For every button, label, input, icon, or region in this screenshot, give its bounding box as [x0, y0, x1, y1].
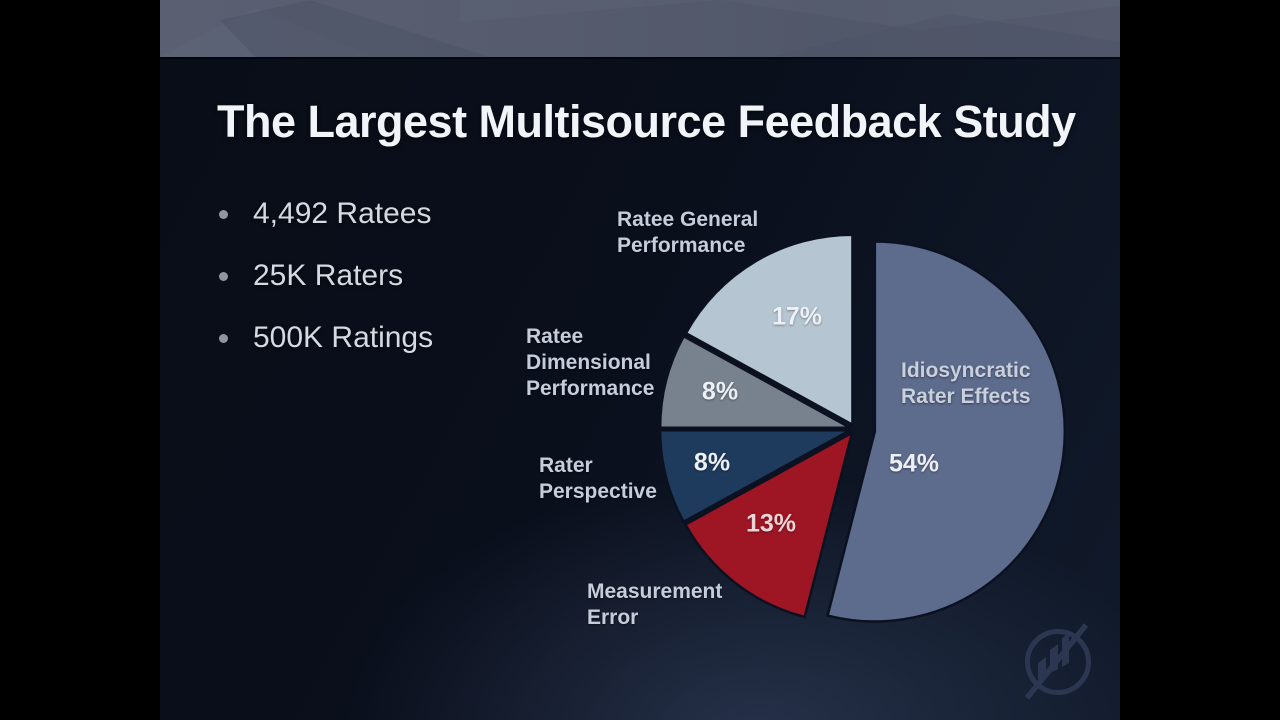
pie-label-idiosyncratic-rater-effects: Idiosyncratic Rater Effects — [901, 359, 1031, 408]
letterbox-right — [1120, 0, 1280, 720]
pie-value-idiosyncratic-rater-effects: 54% — [888, 449, 940, 478]
header-band-texture — [160, 0, 1120, 57]
bullet-item-ratees: 4,492 Ratees — [212, 196, 433, 231]
pie-value-measurement-error: 13% — [745, 509, 797, 538]
bullet-item-ratings: 500K Ratings — [212, 320, 433, 355]
slide-title: The Largest Multisource Feedback Study — [217, 96, 1076, 147]
pie-slice-4 — [684, 233, 854, 427]
company-logo-icon — [1024, 623, 1091, 700]
pie-label-measurement-error: Measurement Error — [587, 580, 723, 629]
pie-label-ratee-dimensional-performance: Ratee Dimensional Performance — [526, 325, 655, 400]
bullet-label: 4,492 Ratees — [253, 196, 432, 230]
pie-value-ratee-dimensional-performance: 8% — [701, 377, 739, 406]
pie-slice-2 — [658, 428, 851, 524]
pie-slice-1 — [683, 430, 854, 619]
letterbox-left — [0, 0, 160, 720]
pie-value-ratee-general-performance: 17% — [771, 302, 823, 331]
bullet-label: 500K Ratings — [253, 320, 434, 354]
pie-chart — [658, 233, 1067, 623]
pie-label-ratee-general-performance: Ratee General Performance — [617, 208, 759, 257]
header-band — [160, 0, 1120, 57]
pie-slice-3 — [658, 334, 851, 430]
pie-slice-0 — [826, 240, 1067, 623]
pie-label-rater-perspective: Rater Perspective — [539, 454, 657, 503]
pie-value-rater-perspective: 8% — [693, 448, 731, 477]
bullet-dot-icon — [219, 334, 228, 343]
bullet-dot-icon — [219, 210, 228, 219]
bullet-list: 4,492 Ratees 25K Raters 500K Ratings — [212, 196, 433, 382]
presentation-slide: The Largest Multisource Feedback Study 4… — [160, 0, 1120, 720]
bullet-dot-icon — [219, 272, 228, 281]
bullet-item-raters: 25K Raters — [212, 258, 433, 293]
bullet-label: 25K Raters — [253, 258, 404, 292]
